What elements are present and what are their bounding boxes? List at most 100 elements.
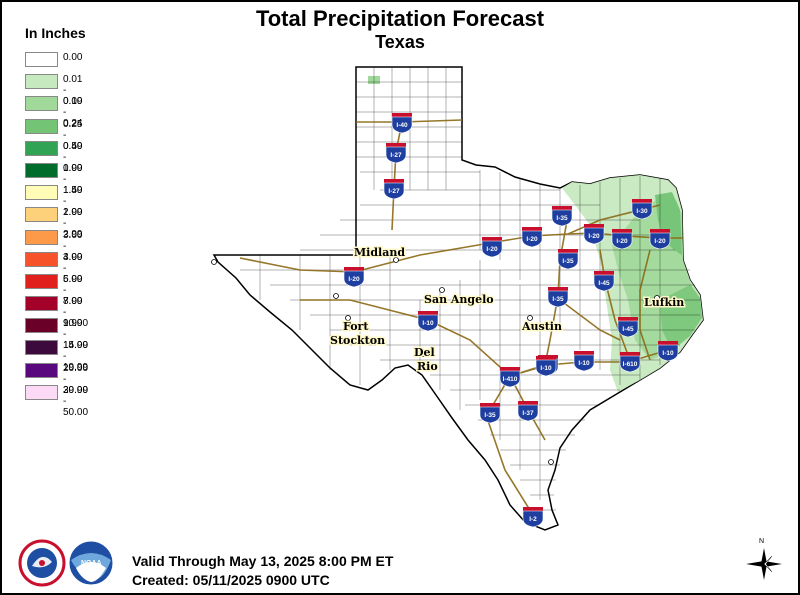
legend-swatch: [25, 384, 58, 400]
legend-label: 0.01 - 0.09: [63, 74, 83, 108]
legend-title: In Inches: [25, 25, 86, 41]
legend-swatch: [25, 52, 58, 67]
interstate-shield: I-40: [391, 113, 413, 134]
legend-label: 15.00 - 19.99: [63, 340, 89, 374]
interstate-shield: I-35: [557, 249, 579, 270]
interstate-shield: I-2: [522, 507, 544, 528]
compass-north-label: N: [759, 538, 765, 545]
legend-label: 0.10 - 0.24: [63, 96, 83, 130]
created-text: Created: 05/11/2025 0900 UTC: [132, 572, 330, 588]
interstate-shield: I-20: [649, 229, 671, 250]
interstate-label: I-45: [622, 326, 634, 333]
interstate-shield: I-35: [479, 403, 501, 424]
legend-label: 1.00 - 1.49: [63, 162, 83, 196]
interstate-shield: I-45: [617, 317, 639, 338]
legend-swatch: [25, 118, 58, 134]
legend-label: 1.50 - 1.99: [63, 185, 83, 219]
legend-label: 3.00 - 3.99: [63, 229, 83, 263]
legend-swatch: [25, 140, 58, 156]
precip-area-heavy-2: [660, 285, 702, 350]
valid-through-text: Valid Through May 13, 2025 8:00 PM ET: [132, 553, 394, 569]
legend-swatch: [25, 162, 58, 178]
interstate-shield: I-610: [619, 352, 641, 373]
interstate-shield: I-20: [343, 267, 365, 288]
interstate-shield: I-20: [521, 227, 543, 248]
legend-swatch: [25, 185, 58, 201]
legend-label: 6.00 - 7.99: [63, 273, 83, 307]
legend-label: 4.00 - 5.99: [63, 251, 83, 285]
legend-label: 20.00 - 29.99: [63, 362, 89, 396]
city-label-fort: Fort: [343, 320, 369, 333]
interstate-label: I-20: [526, 236, 538, 243]
legend-swatch: [25, 74, 58, 90]
legend-label: 30.00 - 50.00: [63, 384, 89, 418]
interstate-shield: I-27: [383, 179, 405, 200]
interstate-shield: I-10: [535, 356, 557, 377]
interstate-label: I-45: [598, 280, 610, 287]
interstate-label: I-37: [522, 410, 534, 417]
page-subtitle: Texas: [375, 32, 425, 52]
interstate-shield: I-10: [573, 351, 595, 372]
interstate-label: I-20: [486, 246, 498, 253]
interstate-label: I-10: [540, 365, 552, 372]
page-title: Total Precipitation Forecast: [255, 6, 545, 31]
interstate-label: I-610: [623, 361, 638, 368]
legend-label: 10.00 - 14.99: [63, 318, 89, 352]
legend-swatch: [25, 340, 58, 356]
interstate-label: I-30: [636, 208, 648, 215]
city-label-lufkin: Lufkin: [644, 296, 684, 309]
legend-swatch: [25, 207, 58, 223]
interstate-shield: I-10: [657, 341, 679, 362]
interstate-label: I-35: [556, 215, 568, 222]
legend-swatch: [25, 251, 58, 267]
interstate-shield: I-410: [499, 367, 521, 388]
interstate-label: I-35: [552, 296, 564, 303]
interstate-label: I-20: [616, 238, 628, 245]
legend-label: 0.25 - 0.49: [63, 118, 83, 152]
legend-label: 2.00 - 2.99: [63, 207, 83, 241]
city-label-san-angelo: San Angelo: [424, 293, 494, 306]
legend-swatch: [25, 318, 58, 334]
interstate-label: I-20: [588, 233, 600, 240]
legend-swatch: [25, 96, 58, 112]
interstate-label: I-35: [562, 258, 574, 265]
legend-swatch: [25, 296, 58, 312]
city-markers: [211, 257, 660, 465]
interstate-shield: I-27: [385, 143, 407, 164]
interstate-label: I-2: [529, 516, 537, 523]
interstate-label: I-10: [422, 320, 434, 327]
nws-logo: [18, 539, 66, 587]
interstate-shield: I-37: [517, 401, 539, 422]
interstate-label: I-10: [662, 350, 674, 357]
legend-label: 0.50 - 0.99: [63, 140, 83, 174]
interstate-shield: I-20: [583, 224, 605, 245]
svg-text:NOAA: NOAA: [81, 560, 102, 567]
interstate-label: I-20: [348, 276, 360, 283]
city-label-del: Del: [414, 346, 435, 359]
interstate-label: I-10: [578, 360, 590, 367]
city-label-midland: Midland: [354, 246, 405, 259]
interstate-label: I-410: [503, 376, 518, 383]
compass-rose: [746, 548, 782, 580]
interstate-shield: I-35: [551, 206, 573, 227]
interstate-shield: I-10: [417, 311, 439, 332]
interstate-shield: I-45: [593, 271, 615, 292]
city-label-rio: Rio: [417, 360, 438, 373]
interstate-label: I-27: [390, 152, 402, 159]
precip-area-heavy: [655, 192, 682, 255]
legend-swatch: [25, 229, 58, 245]
legend-swatch: [25, 362, 58, 378]
legend-label: 8.00 - 9.99: [63, 296, 83, 330]
interstate-shield: I-20: [481, 237, 503, 258]
legend-label: 0.00: [63, 52, 83, 63]
agency-logos: NOAA: [18, 539, 114, 587]
interstate-label: I-27: [388, 188, 400, 195]
city-label-austin: Austin: [521, 320, 562, 333]
interstate-label: I-20: [654, 238, 666, 245]
noaa-logo: NOAA: [68, 540, 114, 586]
interstate-shield: I-20: [611, 229, 633, 250]
interstate-label: I-40: [396, 122, 408, 129]
legend-swatch: [25, 273, 58, 289]
interstate-shield: I-35: [547, 287, 569, 308]
